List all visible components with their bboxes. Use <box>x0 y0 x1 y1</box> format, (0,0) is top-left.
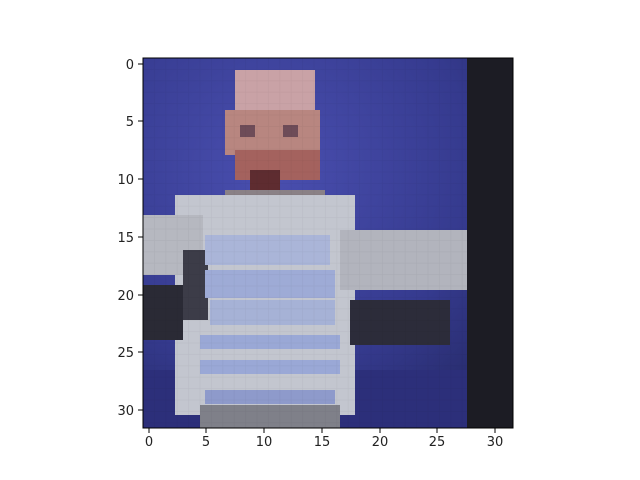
y-tick-label: 25 <box>117 346 134 361</box>
x-tick-label: 30 <box>487 435 504 450</box>
y-tick-label: 10 <box>117 173 134 188</box>
x-tick-label: 25 <box>429 435 446 450</box>
x-axis <box>148 428 496 433</box>
x-tick-label: 0 <box>145 435 153 450</box>
pixel-image <box>143 58 513 428</box>
y-tick-label: 5 <box>126 115 134 130</box>
x-tick-labels: 0 5 10 15 20 25 30 <box>145 435 503 450</box>
y-tick-labels: 0 5 10 15 20 25 30 <box>117 58 134 419</box>
y-tick-label: 20 <box>117 289 134 304</box>
x-tick-label: 10 <box>256 435 273 450</box>
y-tick-label: 0 <box>126 58 134 73</box>
y-tick-label: 30 <box>117 404 134 419</box>
y-tick-label: 15 <box>117 231 134 246</box>
x-tick-label: 5 <box>202 435 210 450</box>
x-tick-label: 20 <box>372 435 389 450</box>
axes-frame <box>142 57 514 429</box>
y-axis <box>138 63 143 411</box>
x-tick-label: 15 <box>314 435 331 450</box>
